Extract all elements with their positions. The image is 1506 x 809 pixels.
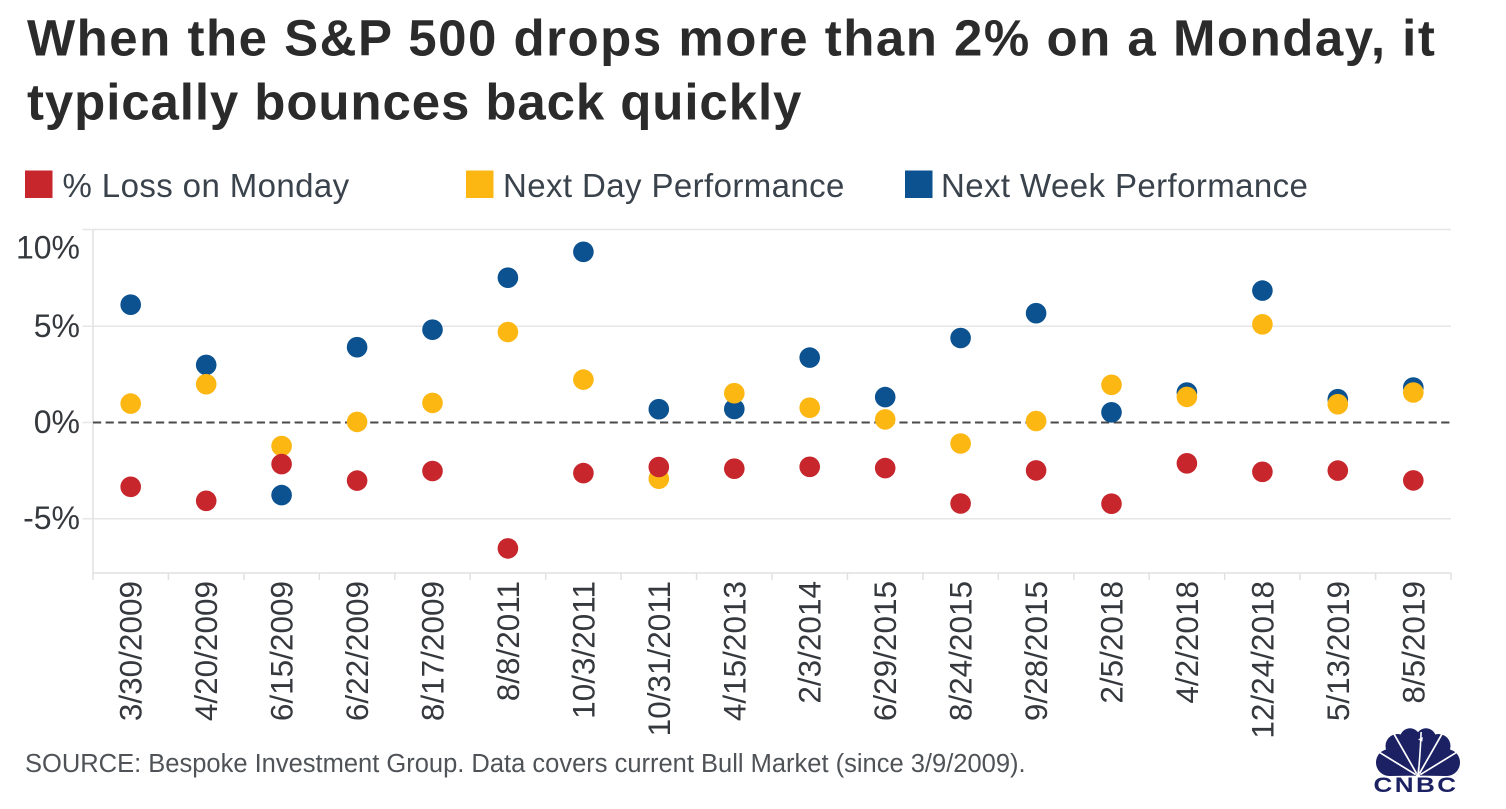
svg-text:When the S&P 500 drops more th: When the S&P 500 drops more than 2% on a… [27,10,1436,67]
svg-text:6/29/2015: 6/29/2015 [867,581,903,721]
svg-text:4/15/2013: 4/15/2013 [716,581,752,721]
svg-text:Next Week Performance: Next Week Performance [941,167,1308,204]
svg-text:8/24/2015: 8/24/2015 [943,581,979,721]
svg-text:8/8/2011: 8/8/2011 [490,581,526,701]
svg-text:5%: 5% [34,308,80,344]
svg-text:% Loss on Monday: % Loss on Monday [63,167,350,204]
svg-text:4/2/2018: 4/2/2018 [1169,581,1205,704]
svg-text:6/22/2009: 6/22/2009 [339,581,375,721]
svg-text:typically bounces back quickly: typically bounces back quickly [27,74,802,131]
svg-text:SOURCE: Bespoke Investment Gro: SOURCE: Bespoke Investment Group. Data c… [25,750,1026,778]
svg-text:2/5/2018: 2/5/2018 [1094,581,1130,704]
svg-text:6/15/2009: 6/15/2009 [264,581,300,721]
svg-text:10%: 10% [16,230,80,266]
svg-text:8/17/2009: 8/17/2009 [415,581,451,721]
svg-text:2/3/2014: 2/3/2014 [792,581,828,704]
svg-text:3/30/2009: 3/30/2009 [113,581,149,721]
svg-text:-5%: -5% [23,500,80,536]
svg-text:8/5/2019: 8/5/2019 [1395,581,1431,704]
svg-text:9/28/2015: 9/28/2015 [1018,581,1054,721]
svg-text:10/31/2011: 10/31/2011 [641,581,677,736]
svg-text:0%: 0% [34,404,80,440]
svg-text:5/13/2019: 5/13/2019 [1320,581,1356,721]
svg-text:4/20/2009: 4/20/2009 [188,581,224,721]
svg-text:CNBC: CNBC [1374,773,1459,797]
svg-text:10/3/2011: 10/3/2011 [565,581,601,719]
svg-text:Next Day Performance: Next Day Performance [503,167,845,204]
svg-text:12/24/2018: 12/24/2018 [1244,581,1280,739]
